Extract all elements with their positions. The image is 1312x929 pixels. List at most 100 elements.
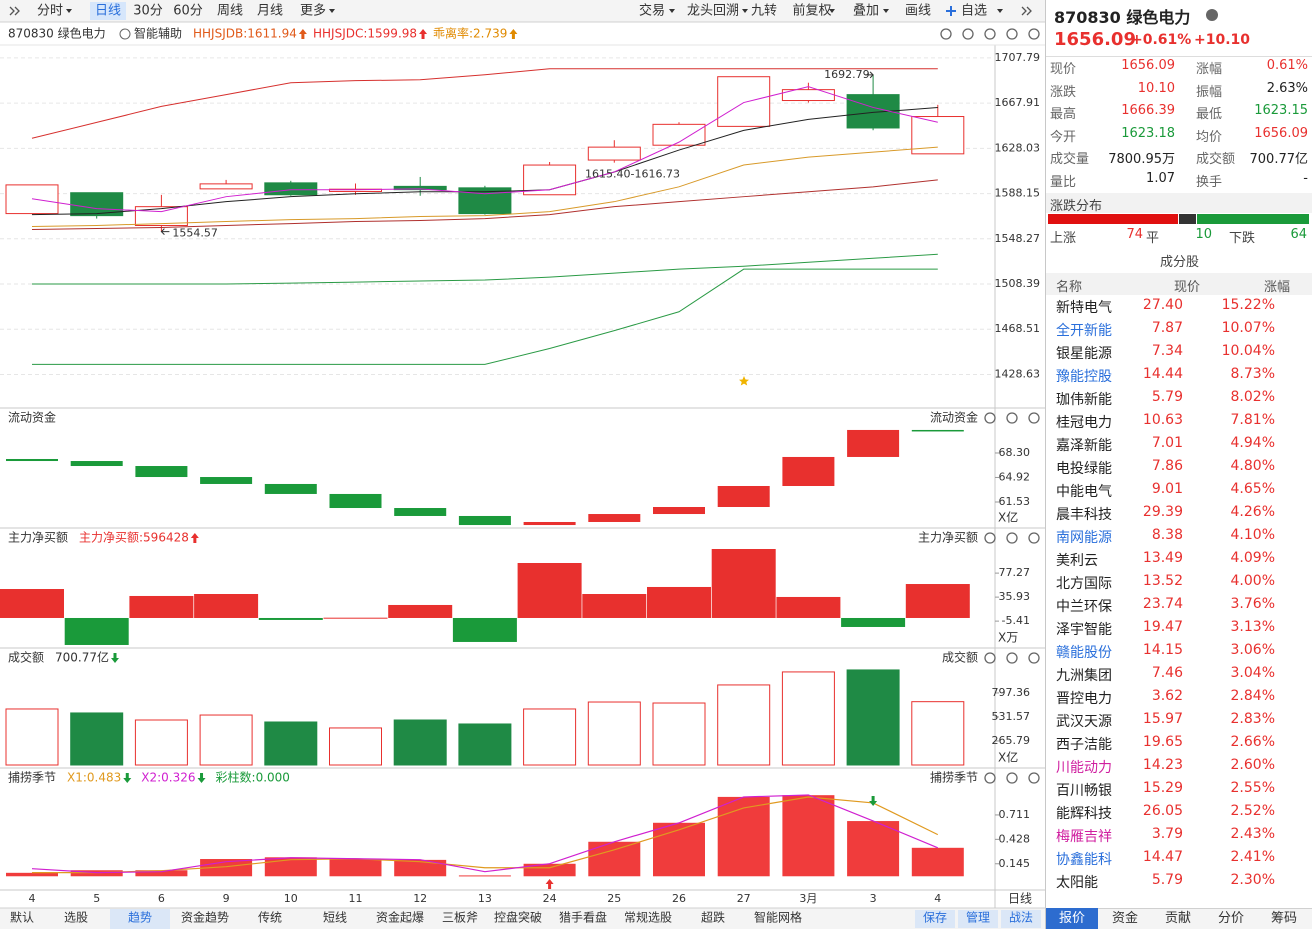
turnover-bar <box>199 714 253 766</box>
info-icon <box>1206 9 1218 21</box>
stock-name: 协鑫能科 <box>1056 852 1112 868</box>
tool-icon <box>1006 532 1018 544</box>
x-tick-label: 5 <box>93 892 100 905</box>
x-tick-label: 3月 <box>799 892 817 905</box>
stock-change: 7.81% <box>1230 412 1275 428</box>
indicator-value: 700.77亿 <box>55 650 109 665</box>
flow-bar <box>911 429 964 432</box>
tool-icon <box>1028 772 1040 784</box>
toolbar-button: 自选 <box>961 4 987 19</box>
stock-price: 7.46 <box>1151 665 1183 681</box>
season-bar <box>717 796 770 877</box>
candle-body <box>717 76 771 127</box>
quote-value: 10.10 <box>1137 80 1175 96</box>
stock-name: 美利云 <box>1056 553 1098 569</box>
col-header-bg <box>1046 273 1312 295</box>
mainforce-bar <box>905 584 970 618</box>
bottom-tab: 超跌 <box>701 910 725 925</box>
stock-change: 4.80% <box>1230 458 1275 474</box>
quote-value: 1656.09 <box>1121 58 1175 73</box>
star-marker <box>739 376 749 386</box>
x-tick-label: 25 <box>607 892 621 905</box>
dist-label: 上涨 <box>1050 231 1077 246</box>
season-bar <box>6 872 58 877</box>
quote-label: 最高 <box>1050 107 1077 122</box>
panel-title-right: 流动资金 <box>930 410 978 425</box>
bottom-action: 管理 <box>966 910 990 925</box>
toolbar-tab: 60分 <box>173 4 203 19</box>
toolbar-tab: 月线 <box>257 4 283 19</box>
y-tick-label: 77.27 <box>999 566 1031 579</box>
plus-icon <box>946 6 956 16</box>
x-tick-label: 4 <box>29 892 36 905</box>
stock-change: 8.02% <box>1230 389 1275 405</box>
panel-tab: 筹码 <box>1270 911 1297 926</box>
flow-bar <box>264 483 317 494</box>
x-tick-label: 3 <box>870 892 877 905</box>
quote-label: 成交量 <box>1050 152 1090 167</box>
bottom-tab: 控盘突破 <box>494 910 542 925</box>
quote-value: - <box>1303 170 1308 186</box>
bottom-tab: 资金趋势 <box>181 910 229 925</box>
turnover-bar <box>5 708 59 766</box>
dist-value: 74 <box>1126 227 1143 242</box>
season-bar <box>135 870 188 877</box>
stock-price: 5.79 <box>1151 872 1183 888</box>
col-header: 现价 <box>1174 280 1201 295</box>
stock-change: 3.06% <box>1230 642 1275 658</box>
stock-name: 能辉科技 <box>1056 806 1112 822</box>
arrow-icon <box>419 29 428 39</box>
quote-value: 1666.39 <box>1121 103 1175 118</box>
stock-price: 7.01 <box>1151 435 1183 451</box>
dist-down <box>1196 214 1309 224</box>
change-pct: +0.61% <box>1131 32 1192 48</box>
bottom-tab: 趋势 <box>128 911 152 925</box>
candle-body <box>587 146 641 161</box>
quote-value: 1623.15 <box>1254 103 1308 118</box>
panel-tabs-bg <box>1046 908 1312 929</box>
quote-label: 量比 <box>1050 174 1077 190</box>
quote-value: 2.63% <box>1266 80 1308 96</box>
bottom-tab: 智能网格 <box>754 910 802 925</box>
stock-name: 北方国际 <box>1056 576 1112 592</box>
quote-label: 最低 <box>1196 107 1223 122</box>
arrow-icon <box>545 879 554 889</box>
low-annotation: 1554.57 <box>172 227 218 240</box>
quote-label: 换手 <box>1196 174 1223 190</box>
season-bar <box>394 859 447 877</box>
y-tick-label: 1428.63 <box>995 367 1041 380</box>
flow-bar <box>394 508 447 516</box>
action-bg <box>958 910 998 928</box>
bottom-tab: 资金起爆 <box>376 910 424 925</box>
stock-name: 赣能股份 <box>1056 645 1112 661</box>
dropdown-icon <box>829 9 835 13</box>
indicator-value: 彩柱数:0.000 <box>216 770 290 785</box>
y-tick-label: 0.711 <box>999 808 1031 821</box>
mainforce-bar <box>647 586 711 618</box>
stock-price: 10.63 <box>1142 412 1183 428</box>
season-bar <box>847 821 900 877</box>
arrow-icon <box>190 533 199 543</box>
assist-icon <box>119 28 131 40</box>
tool-icon <box>1028 28 1040 40</box>
indicator-value: 乖离率:2.739 <box>433 26 507 41</box>
turnover-bar <box>134 719 188 766</box>
x-tick-label: 13 <box>478 892 492 905</box>
y-tick-label: 35.93 <box>999 590 1031 603</box>
mainforce-bar <box>194 594 259 618</box>
stock-change: 4.00% <box>1230 573 1275 589</box>
x-tick-label: 24 <box>543 892 557 905</box>
unit-label: X亿 <box>998 510 1018 525</box>
stock-change: 2.60% <box>1230 757 1275 773</box>
divider <box>1046 56 1312 57</box>
x-tick-label: 11 <box>349 892 363 905</box>
mainforce-bar <box>452 617 517 642</box>
y-tick-label: -5.41 <box>1002 614 1030 627</box>
candle-body <box>652 123 706 146</box>
dist-value: 64 <box>1290 227 1307 242</box>
unit-label: X万 <box>998 631 1018 645</box>
stock-price: 7.87 <box>1151 320 1183 336</box>
quote-label: 涨幅 <box>1196 62 1223 77</box>
mainforce-bar <box>258 617 323 620</box>
